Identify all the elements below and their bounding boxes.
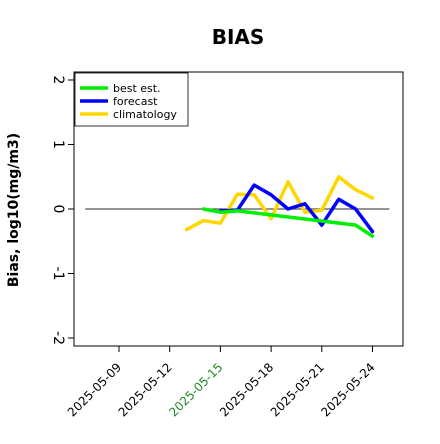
y-tick-label: 1: [50, 140, 66, 149]
y-tick-label: -1: [50, 267, 66, 281]
x-axis: 2025-05-092025-05-122025-05-152025-05-18…: [65, 346, 378, 419]
y-tick-label: 0: [50, 205, 66, 214]
legend: best est. forecast climatology: [74, 72, 189, 127]
series-line-best-est: [201, 207, 375, 238]
legend-label-climatology: climatology: [113, 108, 177, 121]
chart-title: BIAS: [212, 25, 265, 49]
series-layer: [184, 175, 375, 238]
legend-label-best-est: best est.: [113, 82, 161, 95]
y-axis-label: Bias, log10(mg/m3): [6, 133, 22, 287]
y-tick-label: 2: [50, 76, 66, 85]
x-tick-label: 2025-05-24: [318, 360, 377, 419]
series-line-forecast: [218, 183, 375, 234]
legend-label-forecast: forecast: [113, 95, 158, 108]
y-axis: -2 -1 0 1 2: [50, 76, 74, 345]
y-tick-label: -2: [50, 331, 66, 345]
